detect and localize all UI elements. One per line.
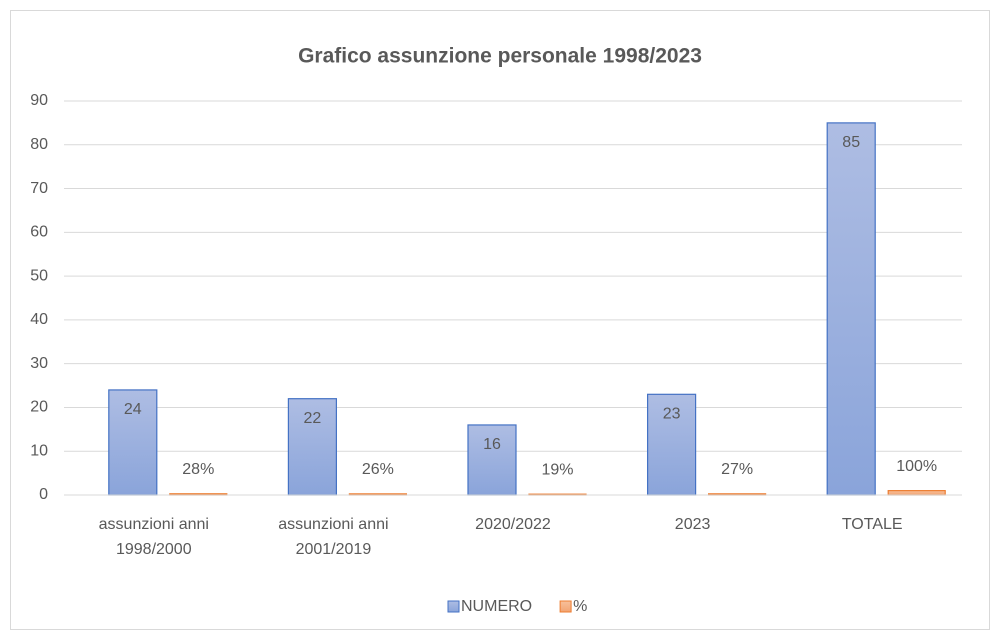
data-label: 27% xyxy=(721,461,753,478)
y-tick-label: 80 xyxy=(30,136,48,153)
y-tick-label: 70 xyxy=(30,180,48,197)
bar xyxy=(887,490,946,496)
bar xyxy=(467,424,517,496)
data-label: 26% xyxy=(362,461,394,478)
y-tick-label: 10 xyxy=(30,442,48,459)
x-tick-label: TOTALE xyxy=(842,516,903,533)
data-label: 19% xyxy=(541,461,573,478)
data-label: 22 xyxy=(304,410,322,427)
data-label: 24 xyxy=(124,401,142,418)
bar xyxy=(287,398,337,496)
y-tick-label: 90 xyxy=(30,92,48,109)
y-tick-label: 50 xyxy=(30,267,48,284)
bar xyxy=(646,393,697,496)
data-label: 85 xyxy=(842,134,860,151)
legend-swatch xyxy=(447,600,460,613)
data-label: 100% xyxy=(896,458,937,475)
y-tick-label: 40 xyxy=(30,311,48,328)
y-tick-label: 0 xyxy=(39,486,48,503)
data-label: 16 xyxy=(483,436,501,453)
y-tick-label: 60 xyxy=(30,224,48,241)
x-tick-label: assunzioni anni 1998/2000 xyxy=(99,516,209,558)
chart-title: Grafico assunzione personale 1998/2023 xyxy=(298,45,702,68)
x-tick-label: 2023 xyxy=(675,516,711,533)
bar xyxy=(826,122,876,496)
y-tick-label: 30 xyxy=(30,355,48,372)
x-tick-label: 2020/2022 xyxy=(475,516,551,533)
y-tick-label: 20 xyxy=(30,399,48,416)
legend-label: % xyxy=(573,598,587,615)
legend-swatch xyxy=(559,600,572,613)
data-label: 23 xyxy=(663,406,681,423)
legend-label: NUMERO xyxy=(461,598,532,615)
x-tick-label: assunzioni anni 2001/2019 xyxy=(278,516,388,558)
data-label: 28% xyxy=(182,461,214,478)
